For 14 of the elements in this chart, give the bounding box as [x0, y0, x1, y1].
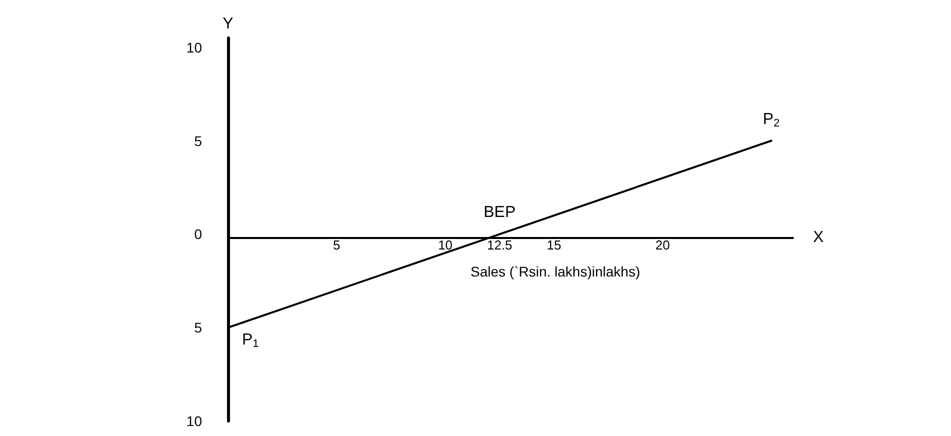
x-tick-label: 15: [546, 238, 562, 253]
y-tick-label: 10: [186, 39, 202, 56]
y-tick-label: 5: [194, 132, 202, 149]
y-tick-label: 5: [194, 320, 202, 336]
x-tick-label: 12.5: [486, 238, 512, 253]
annotation: BEP: [484, 204, 516, 222]
y-tick-label: 0: [194, 226, 202, 242]
y-axis-title: Y: [222, 16, 234, 32]
x-tick-label: 5: [333, 238, 340, 253]
annotation: Sales (`Rsin. lakhs)inlakhs): [470, 264, 640, 280]
x-tick-label: 10: [438, 238, 453, 253]
x-axis-title: X: [813, 229, 824, 246]
x-tick-label: 20: [655, 238, 670, 253]
y-tick-label: 10: [186, 413, 202, 429]
